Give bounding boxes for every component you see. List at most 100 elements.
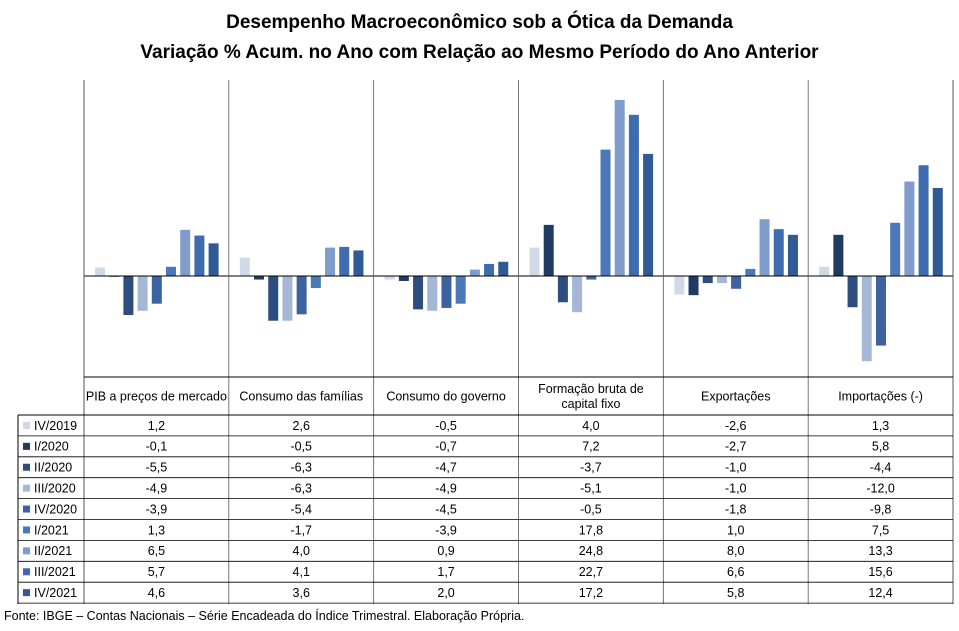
value-cell-r0-c3: 4,0	[582, 419, 599, 433]
category-label-2: Consumo do governo	[386, 390, 506, 404]
legend-label-5: I/2021	[34, 523, 69, 537]
value-cell-r4-c3: -0,5	[580, 502, 602, 516]
bar-iii-2020-cat2	[427, 276, 438, 311]
value-cell-r5-c2: -3,9	[435, 523, 457, 537]
legend-label-1: I/2020	[34, 440, 69, 454]
bar-i-2020-cat5	[833, 234, 844, 276]
bar-iv-2020-cat5	[875, 276, 886, 346]
bar-ii-2021-cat4	[759, 219, 770, 276]
value-cell-r1-c0: -0,1	[146, 440, 168, 454]
value-cell-r7-c2: 1,7	[437, 565, 454, 579]
bar-ii-2021-cat3	[614, 99, 625, 276]
legend-label-7: III/2021	[34, 565, 76, 579]
bar-iv-2020-cat2	[441, 276, 452, 308]
value-cell-r0-c5: 1,3	[872, 419, 889, 433]
value-cell-r6-c5: 13,3	[868, 544, 892, 558]
value-cell-r8-c0: 4,6	[148, 586, 165, 600]
legend-label-2: II/2020	[34, 461, 72, 475]
bar-i-2021-cat0	[166, 266, 176, 276]
bar-iv-2019-cat4	[674, 276, 685, 295]
value-cell-r0-c4: -2,6	[725, 419, 747, 433]
legend-swatch-1	[23, 442, 30, 450]
bar-iii-2020-cat3	[572, 276, 583, 313]
value-cell-r7-c1: 4,1	[293, 565, 310, 579]
bar-ii-2021-cat2	[469, 269, 480, 276]
legend-swatch-6	[23, 547, 30, 555]
bar-ii-2020-cat2	[413, 276, 424, 310]
value-cell-r2-c2: -4,7	[435, 461, 457, 475]
bar-iv-2019-cat3	[529, 247, 540, 276]
bar-ii-2021-cat1	[325, 247, 336, 276]
value-cell-r0-c2: -0,5	[435, 419, 457, 433]
legend-label-8: IV/2021	[34, 586, 77, 600]
value-cell-r1-c5: 5,8	[872, 440, 889, 454]
bar-ii-2020-cat3	[557, 276, 568, 303]
bar-iii-2021-cat0	[194, 235, 205, 276]
bar-iv-2020-cat3	[586, 276, 597, 280]
legend-label-4: IV/2020	[34, 502, 77, 516]
category-label-3-line1: capital fixo	[561, 397, 620, 411]
bar-iv-2021-cat3	[643, 153, 654, 276]
legend-swatch-0	[23, 421, 30, 429]
bar-iii-2021-cat3	[628, 114, 639, 276]
bar-iii-2021-cat1	[339, 246, 350, 276]
bar-i-2021-cat1	[310, 276, 321, 289]
value-cell-r4-c2: -4,5	[435, 502, 457, 516]
legend-label-3: III/2020	[34, 481, 76, 495]
value-cell-r6-c0: 6,5	[148, 544, 165, 558]
value-cell-r6-c3: 24,8	[579, 544, 603, 558]
legend-swatch-3	[23, 484, 30, 492]
value-cell-r2-c5: -4,4	[870, 461, 892, 475]
category-label-1: Consumo das famílias	[239, 390, 363, 404]
bar-iii-2021-cat4	[773, 229, 784, 276]
value-cell-r3-c2: -4,9	[435, 481, 457, 495]
bar-iv-2020-cat4	[731, 276, 742, 289]
value-cell-r5-c4: 1,0	[727, 523, 744, 537]
value-cell-r1-c4: -2,7	[725, 440, 747, 454]
bar-iii-2021-cat2	[484, 263, 495, 276]
bar-i-2021-cat4	[745, 268, 756, 276]
value-cell-r6-c2: 0,9	[437, 544, 454, 558]
bar-iii-2020-cat4	[716, 276, 727, 284]
legend-swatch-8	[23, 589, 30, 597]
value-cell-r5-c3: 17,8	[579, 523, 603, 537]
value-cell-r3-c5: -12,0	[866, 481, 895, 495]
value-cell-r3-c0: -4,9	[146, 481, 168, 495]
chart-subtitle: Variação % Acum. no Ano com Relação ao M…	[140, 42, 819, 63]
value-cell-r3-c1: -6,3	[290, 481, 312, 495]
value-cell-r4-c5: -9,8	[870, 502, 892, 516]
category-label-5: Importações (-)	[838, 390, 923, 404]
chart-title: Desempenho Macroeconômico sob a Ótica da…	[226, 12, 733, 33]
bar-iii-2021-cat5	[918, 165, 929, 276]
value-cell-r2-c0: -5,5	[146, 461, 168, 475]
value-cell-r3-c4: -1,0	[725, 481, 747, 495]
value-cell-r8-c4: 5,8	[727, 586, 744, 600]
bar-ii-2020-cat0	[123, 276, 134, 316]
category-label-4: Exportações	[701, 390, 770, 404]
value-cell-r7-c3: 22,7	[579, 565, 603, 579]
value-cell-r5-c0: 1,3	[148, 523, 165, 537]
bar-i-2020-cat3	[543, 224, 554, 276]
value-cell-r2-c3: -3,7	[580, 461, 602, 475]
bar-i-2020-cat4	[688, 276, 699, 296]
bar-iv-2020-cat0	[151, 276, 162, 304]
value-cell-r7-c4: 6,6	[727, 565, 744, 579]
bar-ii-2021-cat5	[904, 181, 915, 276]
bar-ii-2020-cat5	[847, 276, 858, 308]
value-cell-r5-c5: 7,5	[872, 523, 889, 537]
bar-i-2021-cat3	[600, 149, 611, 276]
value-cell-r8-c2: 2,0	[437, 586, 454, 600]
legend-swatch-2	[23, 463, 30, 471]
bar-iv-2019-cat1	[239, 257, 250, 276]
value-cell-r8-c5: 12,4	[868, 586, 892, 600]
legend-swatch-7	[23, 568, 30, 576]
bar-iii-2020-cat5	[861, 276, 872, 362]
bar-iv-2019-cat2	[384, 276, 395, 280]
bar-iv-2020-cat1	[296, 276, 307, 315]
value-cell-r4-c1: -5,4	[290, 502, 312, 516]
legend-label-6: II/2021	[34, 544, 72, 558]
source-note: Fonte: IBGE – Contas Nacionais – Série E…	[4, 609, 525, 623]
value-cell-r2-c1: -6,3	[290, 461, 312, 475]
bar-ii-2020-cat1	[268, 276, 279, 321]
